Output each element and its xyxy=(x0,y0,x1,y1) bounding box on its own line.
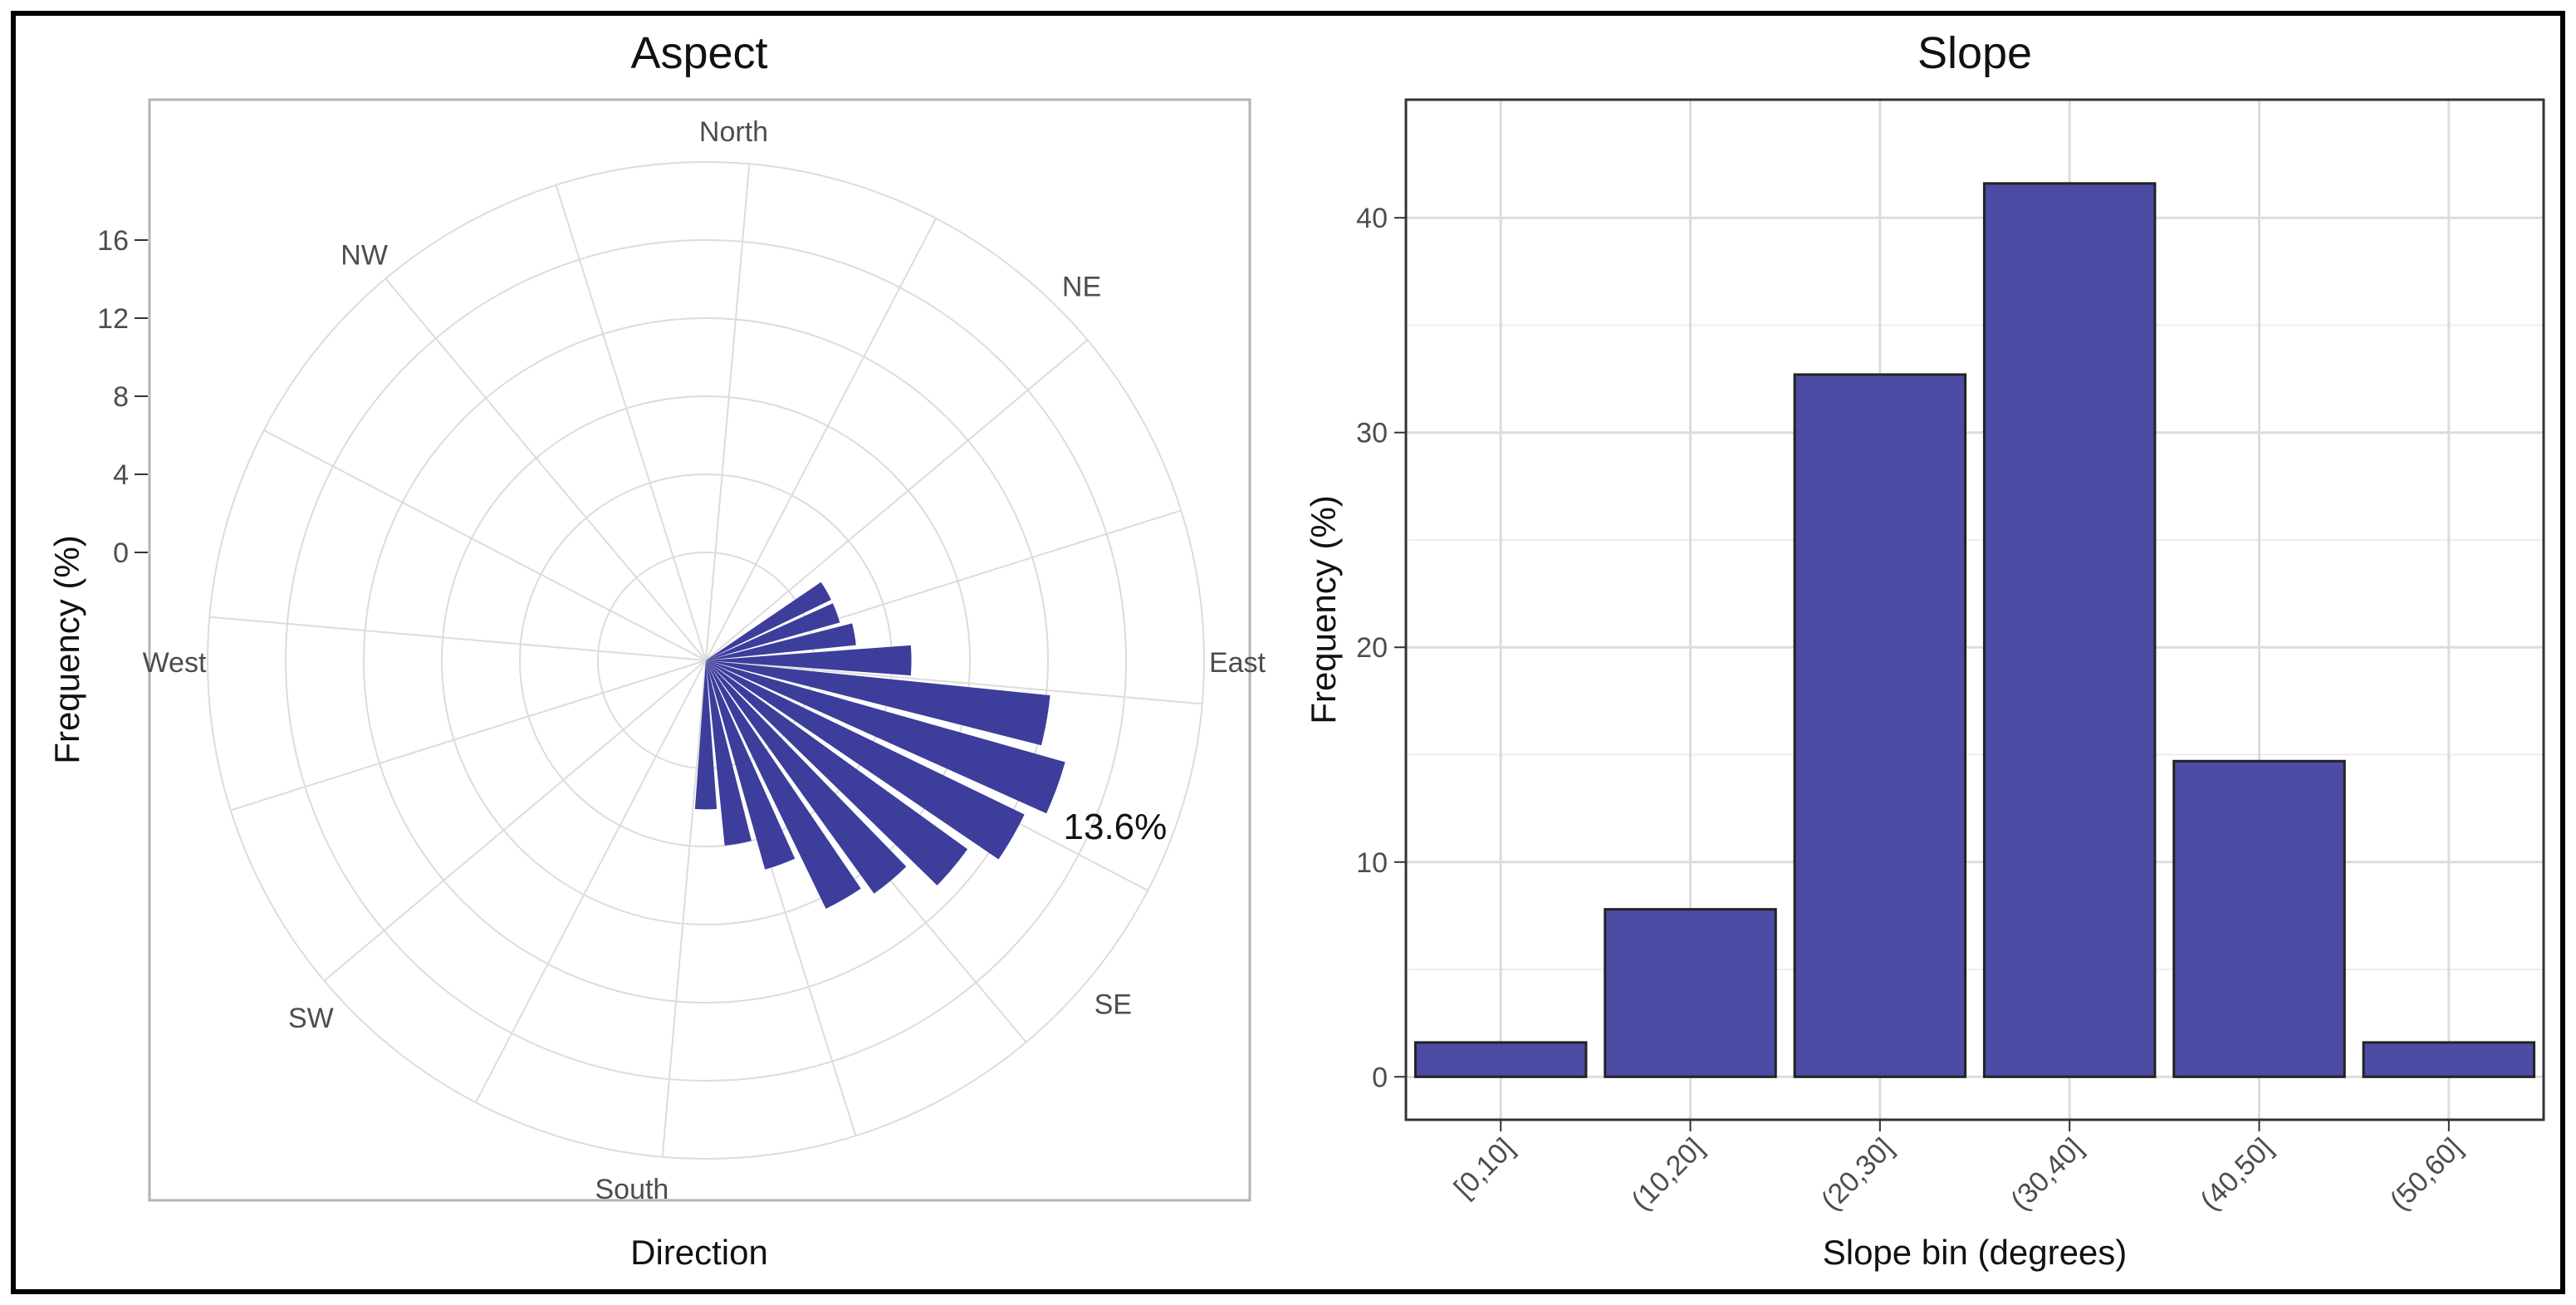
aspect-direction-label: NW xyxy=(340,240,388,272)
aspect-title: Aspect xyxy=(630,28,767,78)
aspect-bar xyxy=(694,660,717,810)
slope-y-tick-label: 0 xyxy=(1372,1062,1388,1093)
aspect-grid-spoke xyxy=(230,660,707,812)
aspect-grid-spoke xyxy=(705,660,1202,705)
aspect-direction-label: SE xyxy=(1095,989,1132,1020)
aspect-bar xyxy=(706,581,831,660)
slope-y-tick-label: 10 xyxy=(1356,847,1388,879)
aspect-x-axis-label: Direction xyxy=(630,1233,768,1272)
aspect-direction-label: NE xyxy=(1062,271,1101,302)
slope-title: Slope xyxy=(1917,28,2032,78)
aspect-grid-circle xyxy=(207,161,1205,1160)
aspect-bar xyxy=(706,660,752,846)
aspect-bar xyxy=(706,660,907,894)
slope-y-axis-label: Frequency (%) xyxy=(1304,495,1343,724)
aspect-grid-circle xyxy=(285,239,1127,1082)
slope-bar xyxy=(2172,759,2346,1078)
figure-border xyxy=(11,11,2565,1294)
aspect-bar xyxy=(706,660,968,886)
slope-bar xyxy=(1604,908,1777,1078)
slope-bar xyxy=(1982,182,2157,1078)
slope-x-axis-label: Slope bin (degrees) xyxy=(1823,1233,2128,1272)
aspect-bars xyxy=(694,581,1065,909)
aspect-direction-label: SW xyxy=(288,1003,334,1034)
aspect-direction-label: South xyxy=(595,1174,668,1205)
aspect-panel: North NE East SE South SW West NW 0 4 8 12 16 13.6%… xyxy=(47,28,1266,1272)
aspect-grid-spoke xyxy=(263,429,707,661)
aspect-bar xyxy=(706,660,1065,814)
aspect-grid-spoke xyxy=(384,277,707,661)
aspect-grid-spoke xyxy=(705,339,1089,661)
aspect-direction-label: North xyxy=(699,116,768,148)
aspect-grid-spoke xyxy=(705,164,751,661)
aspect-grid-circle xyxy=(363,317,1049,1003)
aspect-max-annotation: 13.6% xyxy=(1064,807,1168,847)
aspect-bar xyxy=(706,645,912,676)
aspect-grid-spoke xyxy=(323,660,707,982)
aspect-direction-labels: North NE East SE South SW West NW xyxy=(143,116,1266,1205)
aspect-grid-spoke xyxy=(705,218,937,661)
slope-y-ticks: 0 10 20 30 40 xyxy=(1356,203,1406,1093)
slope-bar xyxy=(1793,373,1967,1078)
slope-plot-border xyxy=(1404,98,2545,1121)
aspect-bar xyxy=(706,660,796,870)
aspect-bar xyxy=(706,660,1050,746)
aspect-direction-label: East xyxy=(1209,647,1266,679)
aspect-grid-spoke xyxy=(555,184,707,661)
slope-bars xyxy=(1413,182,2536,1078)
aspect-y-tick-label: 0 xyxy=(113,537,129,569)
slope-y-tick-label: 30 xyxy=(1356,418,1388,449)
slope-bar xyxy=(2362,1041,2536,1078)
aspect-y-tick-label: 4 xyxy=(113,459,129,491)
aspect-bar xyxy=(706,660,1025,860)
slope-bar xyxy=(1413,1041,1588,1078)
slope-y-tick-label: 20 xyxy=(1356,632,1388,664)
aspect-direction-label: West xyxy=(143,647,207,679)
aspect-y-ticks: 0 4 8 12 16 xyxy=(97,225,148,569)
aspect-y-axis-label: Frequency (%) xyxy=(47,535,86,763)
aspect-bar xyxy=(706,660,861,909)
aspect-bar xyxy=(706,623,856,660)
aspect-grid-spoke xyxy=(475,660,707,1103)
aspect-y-tick-label: 12 xyxy=(97,303,129,335)
slope-y-tick-label: 40 xyxy=(1356,203,1388,234)
aspect-y-tick-label: 8 xyxy=(113,381,129,413)
aspect-grid-spoke xyxy=(209,616,707,661)
aspect-plot-area xyxy=(148,98,1251,1202)
aspect-y-tick-label: 16 xyxy=(97,225,129,257)
aspect-grid-circle xyxy=(441,395,971,925)
aspect-grid-spoke xyxy=(661,660,707,1157)
aspect-bar xyxy=(706,603,840,660)
